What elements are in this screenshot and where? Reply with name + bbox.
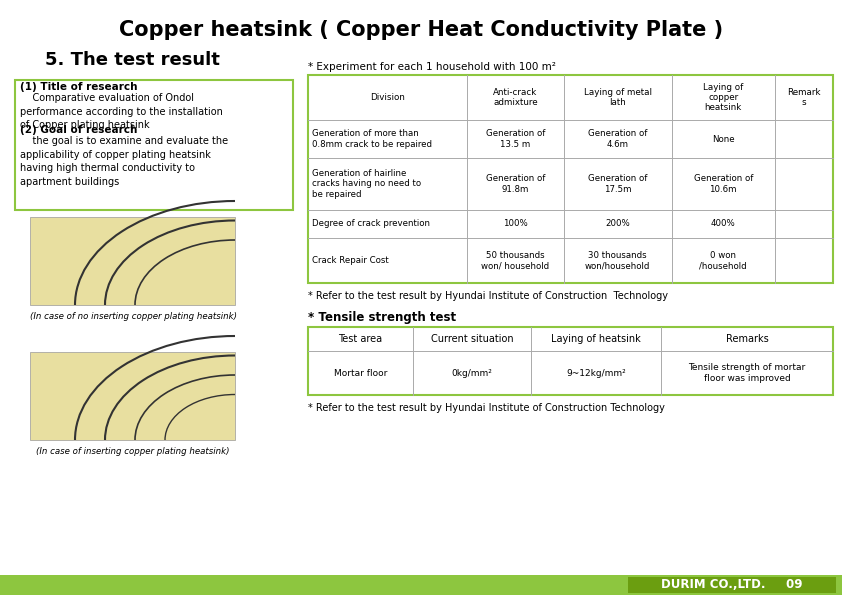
Text: Degree of crack prevention: Degree of crack prevention <box>312 220 430 228</box>
Text: 5. The test result: 5. The test result <box>45 51 220 69</box>
FancyBboxPatch shape <box>308 75 833 283</box>
Text: Tensile strength of mortar
floor was improved: Tensile strength of mortar floor was imp… <box>689 364 806 383</box>
Text: 400%: 400% <box>711 220 736 228</box>
FancyBboxPatch shape <box>15 80 293 210</box>
Text: (In case of no inserting copper plating heatsink): (In case of no inserting copper plating … <box>29 312 237 321</box>
Text: Laying of
copper
heatsink: Laying of copper heatsink <box>703 83 743 112</box>
FancyBboxPatch shape <box>30 217 235 305</box>
Bar <box>0 575 842 595</box>
Text: * Refer to the test result by Hyundai Institute of Construction Technology: * Refer to the test result by Hyundai In… <box>308 403 665 413</box>
Text: Laying of metal
lath: Laying of metal lath <box>584 88 652 107</box>
Text: the goal is to examine and evaluate the
applicability of copper plating heatsink: the goal is to examine and evaluate the … <box>20 136 228 187</box>
Text: Mortar floor: Mortar floor <box>333 368 387 377</box>
Text: DURIM CO.,LTD.     09: DURIM CO.,LTD. 09 <box>661 578 802 591</box>
Text: 0kg/mm²: 0kg/mm² <box>451 368 493 377</box>
Text: 200%: 200% <box>605 220 630 228</box>
Text: (1) Title of research: (1) Title of research <box>20 82 137 92</box>
Text: * Experiment for each 1 household with 100 m²: * Experiment for each 1 household with 1… <box>308 62 556 72</box>
Text: Generation of
4.6m: Generation of 4.6m <box>588 129 647 149</box>
Text: * Tensile strength test: * Tensile strength test <box>308 311 456 324</box>
Text: None: None <box>712 134 734 143</box>
Text: Anti-crack
admixture: Anti-crack admixture <box>493 88 538 107</box>
Text: Generation of
17.5m: Generation of 17.5m <box>588 174 647 194</box>
Text: Current situation: Current situation <box>431 334 514 344</box>
Bar <box>628 577 836 593</box>
Text: Generation of hairline
cracks having no need to
be repaired: Generation of hairline cracks having no … <box>312 169 421 199</box>
Text: Generation of
13.5 m: Generation of 13.5 m <box>486 129 545 149</box>
Text: Generation of
10.6m: Generation of 10.6m <box>694 174 753 194</box>
Text: Generation of
91.8m: Generation of 91.8m <box>486 174 545 194</box>
Text: Crack Repair Cost: Crack Repair Cost <box>312 256 389 265</box>
FancyBboxPatch shape <box>30 352 235 440</box>
Text: 50 thousands
won/ household: 50 thousands won/ household <box>482 251 550 270</box>
Text: Remark
s: Remark s <box>787 88 821 107</box>
Text: 9~12kg/mm²: 9~12kg/mm² <box>566 368 626 377</box>
Text: Division: Division <box>370 93 405 102</box>
Text: Laying of heatsink: Laying of heatsink <box>552 334 641 344</box>
FancyBboxPatch shape <box>308 327 833 395</box>
Text: Comparative evaluation of Ondol
performance according to the installation
of Cop: Comparative evaluation of Ondol performa… <box>20 93 223 130</box>
Text: (In case of inserting copper plating heatsink): (In case of inserting copper plating hea… <box>36 447 230 456</box>
Text: 0 won
/household: 0 won /household <box>700 251 747 270</box>
Text: * Refer to the test result by Hyundai Institute of Construction  Technology: * Refer to the test result by Hyundai In… <box>308 291 668 301</box>
Text: (2) Goal of research: (2) Goal of research <box>20 125 137 135</box>
Text: 100%: 100% <box>503 220 528 228</box>
Text: Copper heatsink ( Copper Heat Conductivity Plate ): Copper heatsink ( Copper Heat Conductivi… <box>119 20 723 40</box>
Text: Generation of more than
0.8mm crack to be repaired: Generation of more than 0.8mm crack to b… <box>312 129 432 149</box>
Text: Remarks: Remarks <box>726 334 769 344</box>
Text: 30 thousands
won/household: 30 thousands won/household <box>585 251 650 270</box>
Text: Test area: Test area <box>338 334 382 344</box>
